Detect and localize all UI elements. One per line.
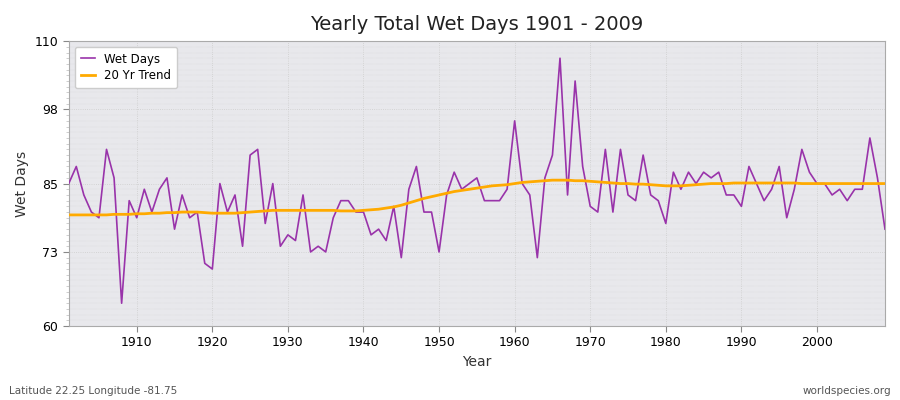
- Wet Days: [879, 227, 890, 232]
- Line: Wet Days: Wet Days: [68, 58, 885, 303]
- Legend: Wet Days, 20 Yr Trend: Wet Days, 20 Yr Trend: [75, 47, 177, 88]
- 20 Yr Trend: [290, 208, 301, 213]
- 20 Yr Trend: [547, 178, 558, 182]
- Wet Days: [517, 181, 527, 186]
- 20 Yr Trend: [124, 212, 135, 217]
- Text: Latitude 22.25 Longitude -81.75: Latitude 22.25 Longitude -81.75: [9, 386, 177, 396]
- Y-axis label: Wet Days: Wet Days: [15, 150, 29, 217]
- Wet Days: [298, 192, 309, 197]
- Wet Days: [554, 56, 565, 61]
- Text: worldspecies.org: worldspecies.org: [803, 386, 891, 396]
- 20 Yr Trend: [608, 180, 618, 185]
- Wet Days: [615, 147, 626, 152]
- X-axis label: Year: Year: [463, 355, 491, 369]
- Wet Days: [116, 301, 127, 306]
- Wet Days: [63, 181, 74, 186]
- 20 Yr Trend: [879, 181, 890, 186]
- Wet Days: [131, 215, 142, 220]
- Wet Days: [343, 198, 354, 203]
- Line: 20 Yr Trend: 20 Yr Trend: [68, 180, 885, 215]
- 20 Yr Trend: [509, 181, 520, 186]
- 20 Yr Trend: [501, 182, 512, 187]
- 20 Yr Trend: [336, 208, 346, 213]
- Wet Days: [509, 118, 520, 123]
- 20 Yr Trend: [63, 212, 74, 217]
- Title: Yearly Total Wet Days 1901 - 2009: Yearly Total Wet Days 1901 - 2009: [310, 15, 644, 34]
